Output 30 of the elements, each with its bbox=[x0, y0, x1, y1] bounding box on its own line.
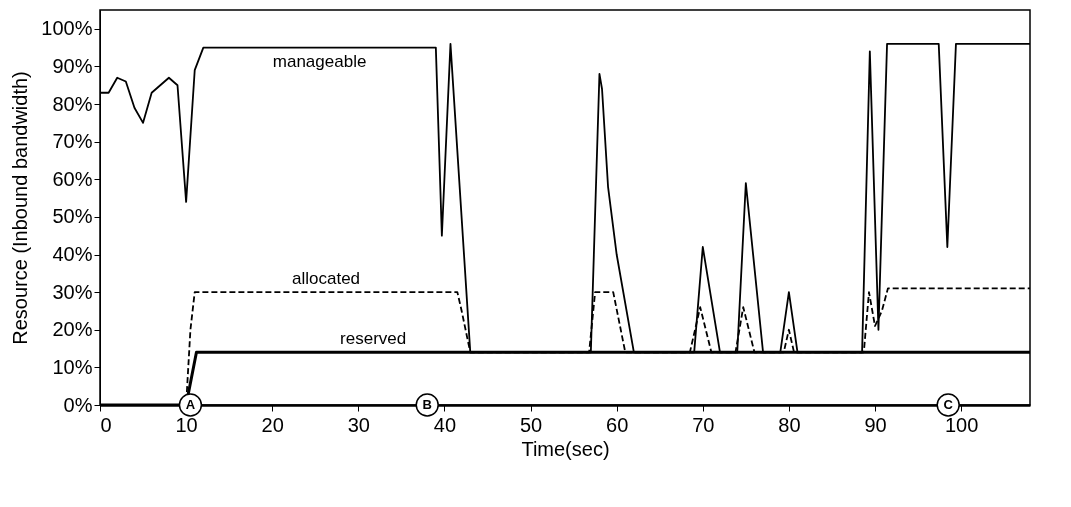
x-tick-label: 20 bbox=[261, 413, 284, 436]
y-tick-label: 60% bbox=[52, 167, 93, 190]
x-tick-label: 80 bbox=[778, 413, 801, 436]
x-tick-label: 50 bbox=[519, 413, 543, 436]
y-tick-label: 90% bbox=[52, 54, 93, 77]
y-tick-label: 10% bbox=[52, 355, 93, 378]
y-tick-label: 80% bbox=[52, 92, 93, 115]
x-tick-label: 30 bbox=[347, 413, 370, 436]
x-tick-label: 0 bbox=[100, 413, 112, 436]
series-label: reserved bbox=[340, 329, 407, 349]
annotation: A bbox=[185, 397, 196, 412]
series-label: manageable bbox=[272, 51, 367, 71]
x-tick-label: 100 bbox=[944, 413, 979, 436]
y-tick-label: 0% bbox=[63, 393, 93, 416]
y-tick-label: 40% bbox=[52, 243, 93, 266]
x-tick-label: 90 bbox=[864, 413, 887, 436]
annotation: B bbox=[422, 397, 432, 412]
y-axis-title: Resource (Inbound bandwidth) bbox=[9, 71, 32, 345]
annotation: C bbox=[943, 397, 954, 412]
x-tick-label: 10 bbox=[175, 413, 198, 436]
y-tick-label: 20% bbox=[52, 318, 93, 341]
y-tick-label: 100% bbox=[41, 17, 93, 40]
x-tick-label: 70 bbox=[692, 413, 715, 436]
x-tick-label: 40 bbox=[433, 413, 457, 436]
x-tick-label: 60 bbox=[606, 413, 629, 436]
y-tick-label: 30% bbox=[52, 280, 93, 303]
y-tick-label: 70% bbox=[52, 130, 93, 153]
x-axis-title: Time(sec) bbox=[521, 437, 610, 460]
y-tick-label: 50% bbox=[52, 205, 93, 228]
series-label: allocated bbox=[292, 269, 361, 289]
